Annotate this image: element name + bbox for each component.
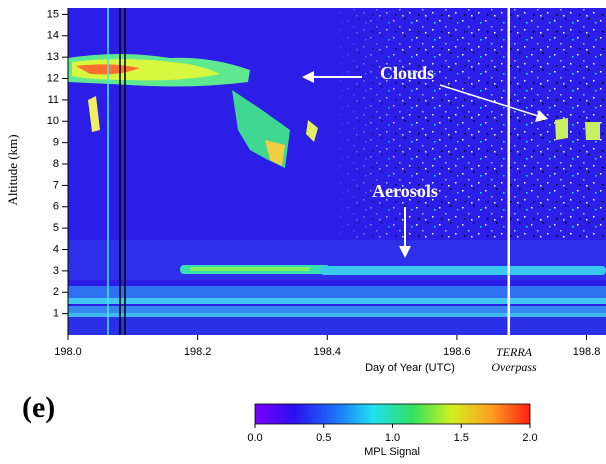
arrow-head — [535, 110, 548, 122]
y-tick-label: 14 — [47, 30, 59, 42]
annotation: Clouds — [380, 63, 434, 83]
y-tick-label: 10 — [47, 115, 59, 127]
colorbar-label: MPL Signal — [364, 446, 420, 458]
overpass-label: Overpass — [491, 360, 537, 374]
y-tick-label: 5 — [53, 222, 59, 234]
y-tick-label: 8 — [53, 158, 59, 170]
y-tick-label: 12 — [47, 72, 59, 84]
colorbar-tick-label: 1.5 — [454, 432, 469, 444]
y-tick-label: 4 — [53, 243, 59, 255]
y-tick-label: 1 — [53, 308, 59, 320]
x-tick-label: 198.8 — [573, 346, 601, 358]
x-tick-label: 198.0 — [54, 346, 82, 358]
x-tick-label: 198.6 — [443, 346, 471, 358]
arrow-head — [399, 246, 411, 258]
arrow-head — [302, 71, 314, 83]
y-tick-label: 3 — [53, 265, 59, 277]
arrow — [439, 84, 539, 117]
x-tick-label: 198.4 — [314, 346, 342, 358]
y-tick-label: 9 — [53, 137, 59, 149]
overpass-label: TERRA — [496, 345, 533, 359]
colorbar-tick-label: 0.5 — [316, 432, 331, 444]
colorbar-tick-label: 1.0 — [385, 432, 400, 444]
panel-label: (e) — [22, 391, 55, 424]
annotation: Aerosols — [372, 181, 438, 201]
colorbar — [254, 403, 531, 425]
x-tick-label: 198.2 — [184, 346, 212, 358]
x-axis-label: Day of Year (UTC) — [365, 362, 455, 374]
heatmap-field — [68, 8, 606, 335]
y-tick-label: 7 — [53, 179, 59, 191]
y-tick-label: 6 — [53, 201, 59, 213]
colorbar-tick-label: 2.0 — [522, 432, 537, 444]
y-tick-label: 2 — [53, 286, 59, 298]
colorbar-tick-label: 0.0 — [247, 432, 262, 444]
y-axis-label: Altitude (km) — [5, 134, 20, 205]
y-tick-label: 11 — [48, 94, 59, 106]
y-tick-label: 13 — [47, 51, 59, 63]
y-tick-label: 15 — [47, 8, 59, 20]
